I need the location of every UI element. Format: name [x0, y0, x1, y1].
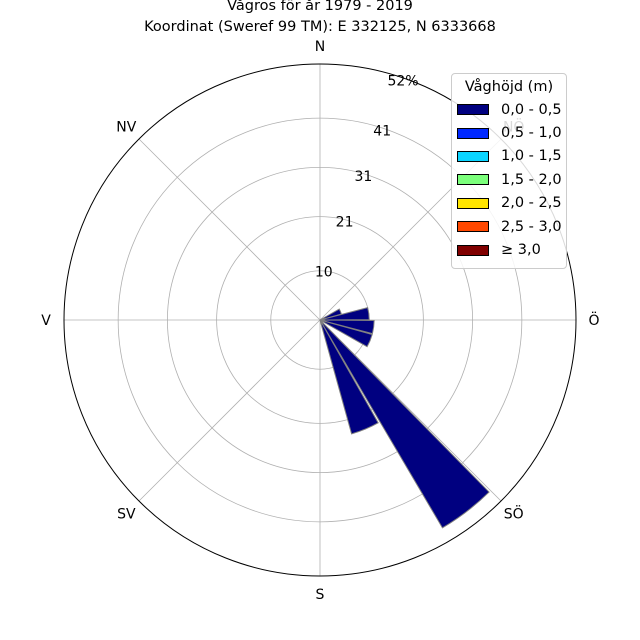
- legend-item: 2,0 - 2,5: [452, 192, 566, 215]
- legend-label: 0,5 - 1,0: [501, 125, 562, 142]
- legend-swatch: [457, 104, 489, 116]
- direction-label: Ö: [588, 311, 599, 329]
- legend: Våghöjd (m) 0,0 - 0,5 0,5 - 1,0 1,0 - 1,5 1…: [451, 73, 567, 269]
- chart-subtitle: Koordinat (Sweref 99 TM): E 332125, N 63…: [144, 19, 496, 35]
- legend-swatch: [457, 197, 489, 209]
- grid-ring: [216, 216, 424, 424]
- grid-spoke: [138, 138, 321, 321]
- legend-item: 1,0 - 1,5: [452, 145, 566, 168]
- legend-item: 1,5 - 2,0: [452, 168, 566, 191]
- direction-label: SÖ: [504, 505, 524, 523]
- legend-item: 0,5 - 1,0: [452, 121, 566, 144]
- legend-label: 1,5 - 2,0: [501, 171, 562, 188]
- legend-label: ≥ 3,0: [501, 242, 541, 259]
- legend-swatch: [457, 244, 489, 256]
- legend-item: ≥ 3,0: [452, 238, 566, 261]
- radial-tick-label: 52%: [387, 74, 418, 90]
- radial-tick-label: 41: [373, 124, 391, 140]
- direction-label: V: [41, 313, 51, 329]
- wind-rose-bar: [319, 319, 490, 529]
- radial-tick-label: 31: [354, 169, 372, 185]
- legend-swatch: [457, 221, 489, 233]
- direction-label: SV: [117, 507, 136, 523]
- legend-swatch: [457, 150, 489, 162]
- grid-spoke: [138, 319, 321, 502]
- direction-label: NV: [116, 119, 136, 135]
- legend-swatch: [457, 174, 489, 186]
- wind-rose-bar: [319, 319, 373, 348]
- grid-ring: [117, 117, 523, 523]
- wind-rose-bar: [319, 307, 370, 321]
- legend-swatch: [457, 127, 489, 139]
- chart-title: Vågros för år 1979 - 2019: [227, 0, 413, 14]
- polar-outer-ring: [63, 63, 577, 577]
- radial-tick-label: 10: [315, 265, 333, 281]
- wind-rose-bars: [319, 307, 490, 529]
- legend-item: 2,5 - 3,0: [452, 215, 566, 238]
- legend-item: 0,0 - 0,5: [452, 98, 566, 121]
- wind-rose-bar: [319, 319, 379, 435]
- legend-title: Våghöjd (m): [464, 79, 554, 95]
- direction-label: N: [315, 39, 325, 55]
- grid-ring: [166, 166, 474, 474]
- radial-tick-label: 21: [336, 215, 354, 231]
- legend-label: 2,5 - 3,0: [501, 218, 562, 235]
- direction-label: S: [316, 587, 325, 603]
- legend-label: 2,0 - 2,5: [501, 195, 562, 212]
- radial-tick-labels: 10 21 31 41 52%: [315, 74, 419, 281]
- legend-label: 1,0 - 1,5: [501, 148, 562, 165]
- legend-label: 0,0 - 0,5: [501, 101, 562, 118]
